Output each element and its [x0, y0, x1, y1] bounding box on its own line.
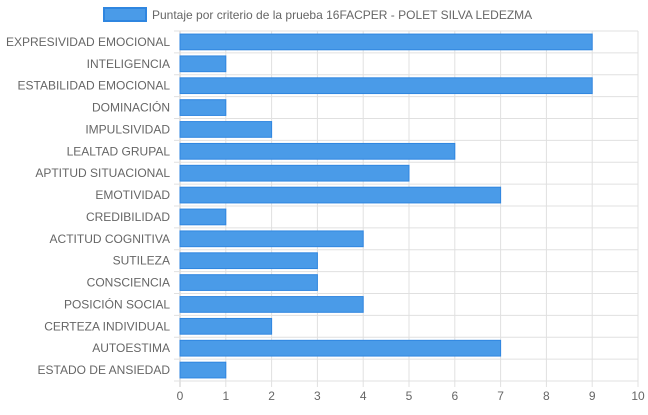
x-tick-label: 10: [631, 389, 645, 403]
bar[interactable]: [179, 77, 593, 95]
bar[interactable]: [179, 317, 273, 335]
x-tick-label: 3: [314, 389, 321, 403]
bar[interactable]: [179, 99, 227, 116]
x-tick-label: 7: [497, 389, 504, 403]
x-tick-label: 1: [222, 389, 229, 403]
category-label: POSICIÓN SOCIAL: [64, 296, 170, 311]
bar[interactable]: [179, 164, 410, 182]
bar[interactable]: [179, 230, 364, 248]
bar[interactable]: [179, 361, 227, 379]
bar[interactable]: [179, 55, 227, 73]
x-tick-labels: 0 1 2 3 4 5 6 7 8 9 10: [177, 389, 645, 403]
category-label: EMOTIVIDAD: [95, 188, 170, 202]
category-label: CREDIBILIDAD: [86, 210, 170, 224]
bar[interactable]: [179, 142, 456, 160]
bar[interactable]: [179, 121, 273, 138]
category-label: APTITUD SITUACIONAL: [35, 166, 170, 180]
legend-swatch[interactable]: [103, 7, 147, 22]
category-label: IMPULSIVIDAD: [85, 122, 170, 136]
category-label: AUTOESTIMA: [92, 341, 170, 355]
category-label: CONSCIENCIA: [87, 276, 170, 290]
legend-label[interactable]: Puntaje por criterio de la prueba 16FACP…: [152, 8, 532, 22]
category-label: ESTABILIDAD EMOCIONAL: [18, 79, 171, 93]
bar[interactable]: [179, 252, 318, 270]
bar[interactable]: [179, 274, 318, 291]
category-label: SUTILEZA: [113, 254, 170, 268]
bar[interactable]: [179, 186, 502, 204]
category-labels: EXPRESIVIDAD EMOCIONAL INTELIGENCIA ESTABI…: [6, 35, 170, 377]
x-tick-label: 9: [589, 389, 596, 403]
bar[interactable]: [179, 296, 364, 313]
category-label: CERTEZA INDIVIDUAL: [44, 319, 170, 333]
category-label: LEALTAD GRUPAL: [67, 144, 171, 158]
category-label: EXPRESIVIDAD EMOCIONAL: [6, 35, 170, 49]
category-label: ESTADO DE ANSIEDAD: [38, 363, 171, 377]
category-label: DOMINACIÓN: [92, 100, 170, 115]
bar[interactable]: [179, 339, 502, 357]
x-tick-label: 2: [268, 389, 275, 403]
category-label: INTELIGENCIA: [87, 57, 170, 71]
category-label: ACTITUD COGNITIVA: [50, 232, 170, 246]
x-tick-label: 8: [543, 389, 550, 403]
x-tick-label: 5: [406, 389, 413, 403]
bar[interactable]: [179, 208, 227, 226]
x-tick-label: 6: [451, 389, 458, 403]
bars: [179, 33, 593, 379]
x-tick-label: 0: [177, 389, 184, 403]
legend[interactable]: Puntaje por criterio de la prueba 16FACP…: [103, 7, 532, 22]
x-tick-label: 4: [360, 389, 367, 403]
bar[interactable]: [179, 33, 593, 51]
